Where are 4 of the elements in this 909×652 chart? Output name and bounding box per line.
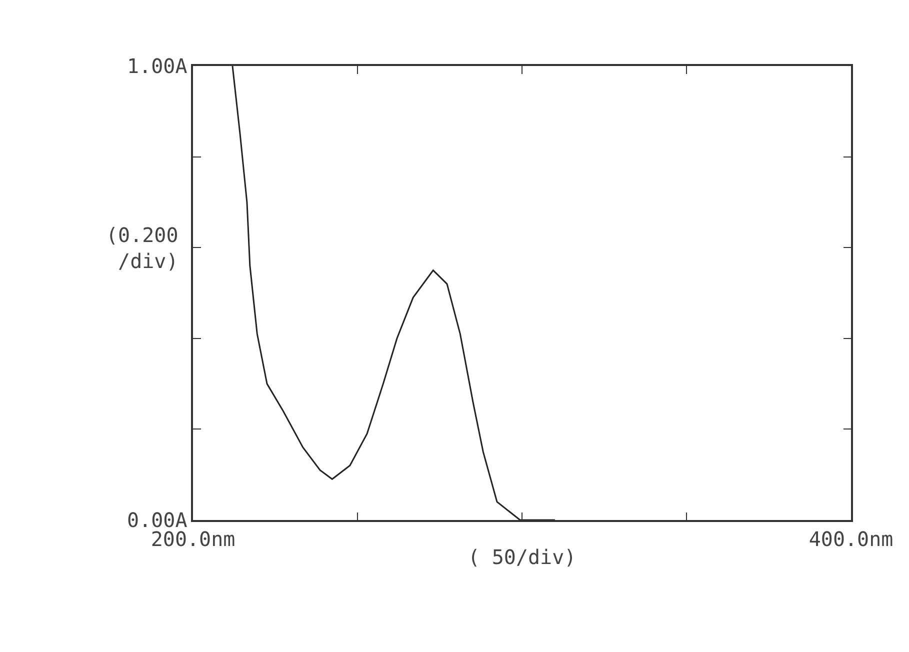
x-axis-title: ( 50/div)	[468, 544, 576, 569]
y-tick-label: 1.00A	[127, 54, 188, 78]
y-axis-title: (0.200 /div)	[106, 223, 178, 273]
x-tick-label: 400.0nm	[808, 526, 894, 551]
